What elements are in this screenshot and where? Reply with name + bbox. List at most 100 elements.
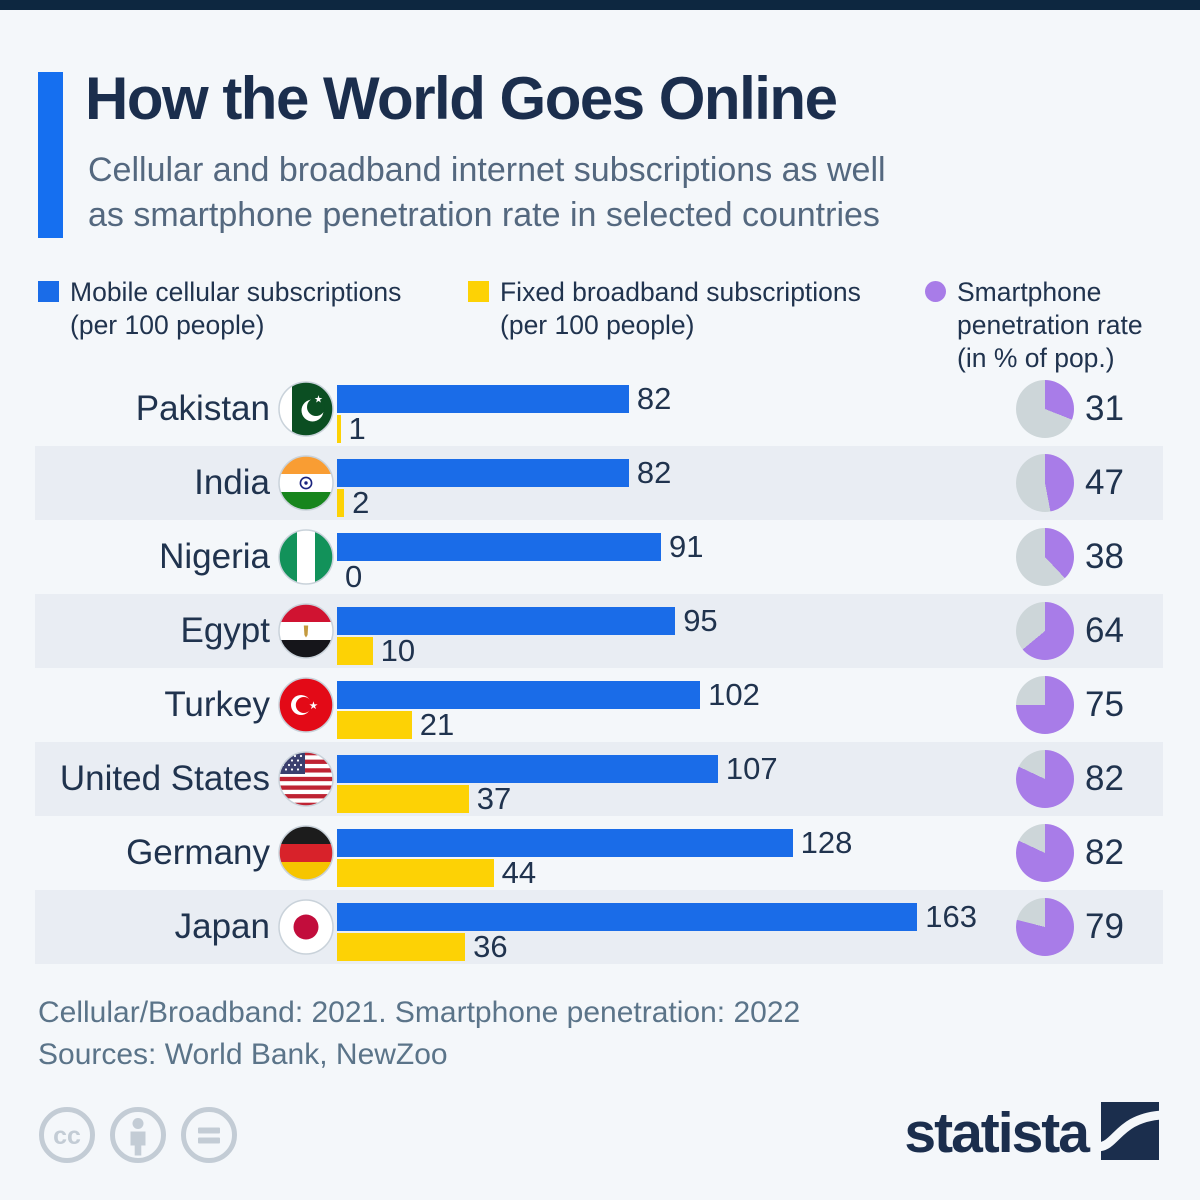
country-label: India [194, 463, 270, 502]
statista-logo[interactable]: statista [904, 1100, 1163, 1166]
broadband-bar-line: 1 [337, 411, 366, 446]
broadband-bar [337, 785, 469, 813]
country-label: Japan [174, 907, 270, 946]
cellular-value: 163 [925, 899, 977, 934]
legend-broadband-line2: (per 100 people) [500, 310, 695, 340]
smartphone-value: 82 [1085, 833, 1124, 872]
broadband-value: 0 [345, 559, 363, 594]
country-row-united-states: United States 107 37 82 [35, 742, 1163, 816]
broadband-bar-line: 2 [337, 487, 369, 518]
broadband-bar [337, 415, 341, 443]
country-label: Pakistan [135, 389, 270, 428]
cellular-value: 128 [800, 825, 853, 860]
legend-cellular-line1: Mobile cellular subscriptions [70, 277, 402, 307]
broadband-bar [337, 933, 466, 961]
country-row-egypt: Egypt 95 10 64 [35, 594, 1163, 668]
smartphone-swatch-icon [925, 281, 946, 302]
cellular-bar [337, 607, 676, 635]
legend-smartphone-line3: (in % of pop.) [957, 343, 1115, 373]
cellular-swatch-icon [38, 281, 59, 302]
smartphone-pie [1016, 676, 1074, 734]
cellular-bar [337, 903, 918, 931]
page-subtitle-line1: Cellular and broadband internet subscrip… [88, 151, 886, 189]
united-states-flag-icon [278, 751, 334, 807]
cellular-bar-line: 82 [337, 455, 672, 490]
smartphone-pie [1016, 750, 1074, 808]
svg-text:★: ★ [309, 700, 319, 712]
broadband-bar-line: 0 [337, 559, 363, 594]
country-row-nigeria: Nigeria 91 0 38 [35, 520, 1163, 594]
broadband-bar [337, 489, 345, 517]
svg-text:cc: cc [53, 1122, 81, 1150]
turkey-flag-icon: ★ [278, 677, 334, 733]
cellular-bar-line: 102 [337, 679, 760, 710]
broadband-value: 21 [419, 707, 455, 742]
country-row-japan: Japan 163 36 79 [35, 890, 1163, 964]
page-title: How the World Goes Online [85, 65, 838, 132]
cellular-bar [337, 385, 629, 413]
person-icon[interactable] [109, 1106, 167, 1164]
cellular-value: 82 [636, 381, 672, 416]
title-accent-bar [38, 72, 63, 238]
legend-smartphone-line1: Smartphone [957, 277, 1102, 307]
smartphone-value: 47 [1085, 463, 1124, 502]
page-subtitle-line2: as smartphone penetration rate in select… [88, 196, 880, 234]
cellular-bar [337, 681, 701, 709]
legend-broadband-line1: Fixed broadband subscriptions [500, 277, 861, 307]
cellular-value: 107 [725, 751, 778, 786]
page-subtitle: Cellular and broadband internet subscrip… [88, 148, 886, 238]
cellular-bar-line: 91 [337, 529, 704, 564]
broadband-value: 10 [380, 633, 416, 668]
cellular-bar-line: 82 [337, 381, 672, 416]
pakistan-flag-icon: ★ [278, 381, 334, 437]
cellular-bar [337, 533, 661, 561]
cellular-bar-line: 163 [337, 899, 977, 934]
broadband-bar-line: 36 [337, 931, 508, 962]
legend-item-broadband: Fixed broadband subscriptions (per 100 p… [468, 276, 861, 342]
footnote-sources: Sources: World Bank, NewZoo [38, 1038, 448, 1071]
cellular-value: 82 [636, 455, 672, 490]
country-label: Turkey [164, 685, 270, 724]
legend-item-smartphone: Smartphone penetration rate (in % of pop… [925, 276, 1143, 375]
cellular-bar [337, 755, 718, 783]
footnote-years: Cellular/Broadband: 2021. Smartphone pen… [38, 996, 801, 1029]
statista-logo-mark-icon [1097, 1101, 1163, 1165]
cellular-bar-line: 128 [337, 825, 853, 860]
broadband-bar-line: 10 [337, 633, 416, 668]
smartphone-value: 79 [1085, 907, 1124, 946]
cellular-bar [337, 829, 793, 857]
smartphone-value: 75 [1085, 685, 1124, 724]
svg-text:★: ★ [314, 395, 323, 406]
smartphone-pie [1016, 380, 1074, 438]
cc-icon[interactable]: cc [38, 1106, 96, 1164]
nigeria-flag-icon [278, 529, 334, 585]
country-row-india: India 82 2 47 [35, 446, 1163, 520]
smartphone-value: 82 [1085, 759, 1124, 798]
broadband-value: 1 [348, 411, 366, 446]
smartphone-pie [1016, 824, 1074, 882]
cellular-value: 95 [683, 603, 718, 638]
cellular-value: 91 [668, 529, 704, 564]
equals-icon[interactable] [180, 1106, 238, 1164]
legend-cellular-line2: (per 100 people) [70, 310, 265, 340]
india-flag-icon [278, 455, 334, 511]
broadband-value: 37 [476, 781, 512, 816]
smartphone-pie [1016, 454, 1074, 512]
country-label: Germany [126, 833, 270, 872]
smartphone-pie [1016, 898, 1074, 956]
statista-logo-text: statista [904, 1101, 1090, 1165]
top-accent-strip [0, 0, 1200, 10]
country-label: Nigeria [159, 537, 270, 576]
broadband-swatch-icon [468, 281, 489, 302]
cellular-bar [337, 459, 629, 487]
smartphone-pie [1016, 602, 1074, 660]
smartphone-value: 38 [1085, 537, 1124, 576]
germany-flag-icon [278, 825, 334, 881]
smartphone-value: 64 [1085, 611, 1124, 650]
country-row-germany: Germany 128 44 82 [35, 816, 1163, 890]
legend-item-cellular: Mobile cellular subscriptions (per 100 p… [38, 276, 401, 342]
country-row-pakistan: Pakistan ★ 82 1 31 [35, 372, 1163, 446]
japan-flag-icon [278, 899, 334, 955]
broadband-value: 44 [501, 855, 537, 890]
